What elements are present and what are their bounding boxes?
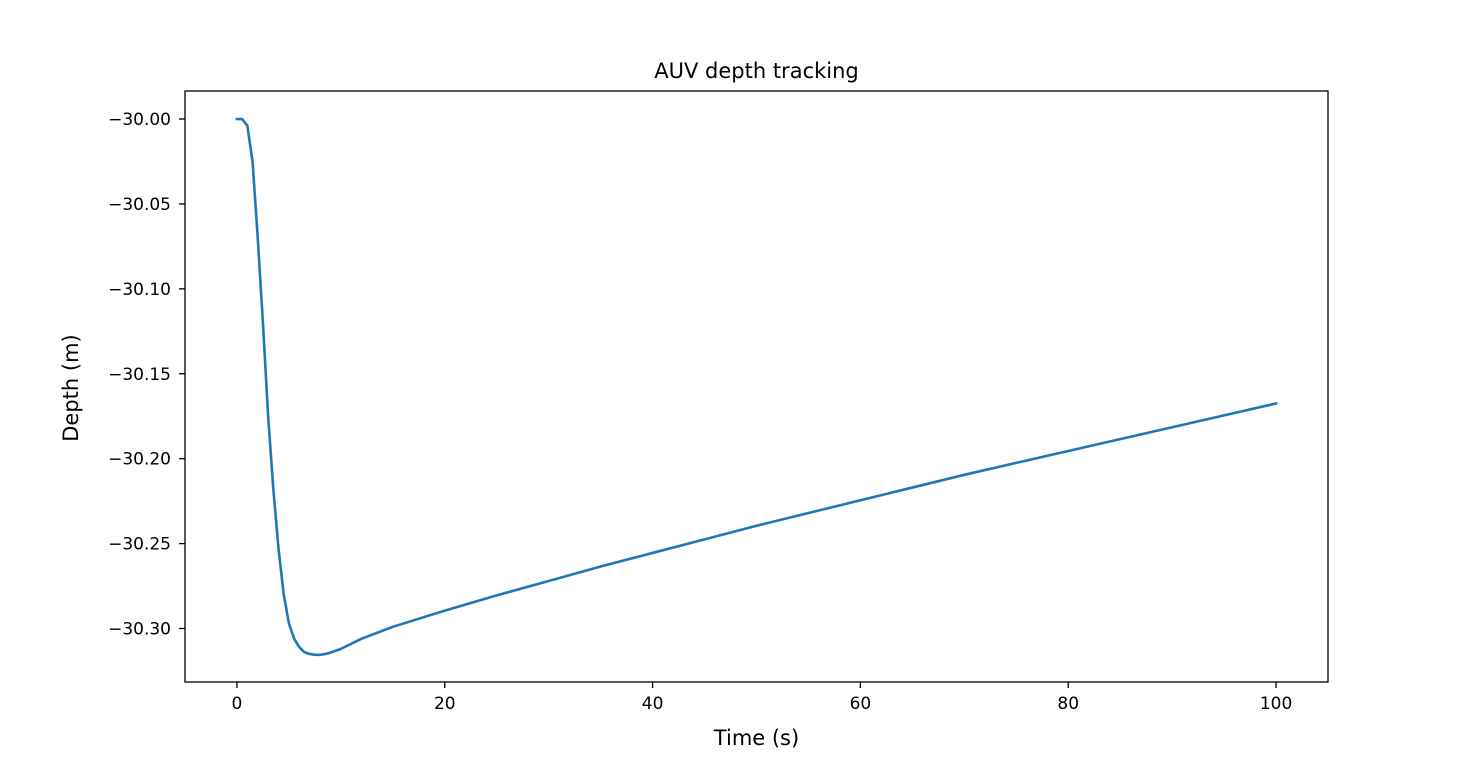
x-tick-label: 0: [232, 694, 243, 714]
series-layer: [235, 117, 1278, 657]
y-tick-label: −30.05: [108, 195, 171, 215]
y-tick-label: −30.00: [108, 110, 171, 130]
y-tick-label: −30.30: [108, 620, 171, 640]
y-tick-label: −30.25: [108, 535, 171, 555]
chart-title: AUV depth tracking: [654, 59, 859, 83]
x-axis-title: Time (s): [713, 726, 799, 750]
x-tick-label: 60: [850, 694, 872, 714]
plot-frame: [184, 90, 1329, 683]
y-tick-label: −30.20: [108, 450, 171, 470]
y-axis: −30.00 −30.05 −30.10 −30.15 −30.20 −30.25 −30.…: [108, 110, 185, 640]
plot-area: [185, 91, 1328, 682]
y-tick-label: −30.15: [108, 365, 171, 385]
y-tick-label: −30.10: [108, 280, 171, 300]
x-tick-label: 100: [1260, 694, 1292, 714]
y-axis-title: Depth (m): [59, 334, 83, 441]
series-line-0: [235, 117, 1278, 657]
x-tick-label: 80: [1057, 694, 1079, 714]
x-axis: 0 20 40 60 80 100: [232, 682, 1292, 714]
x-tick-label: 20: [434, 694, 456, 714]
x-tick-label: 40: [642, 694, 664, 714]
